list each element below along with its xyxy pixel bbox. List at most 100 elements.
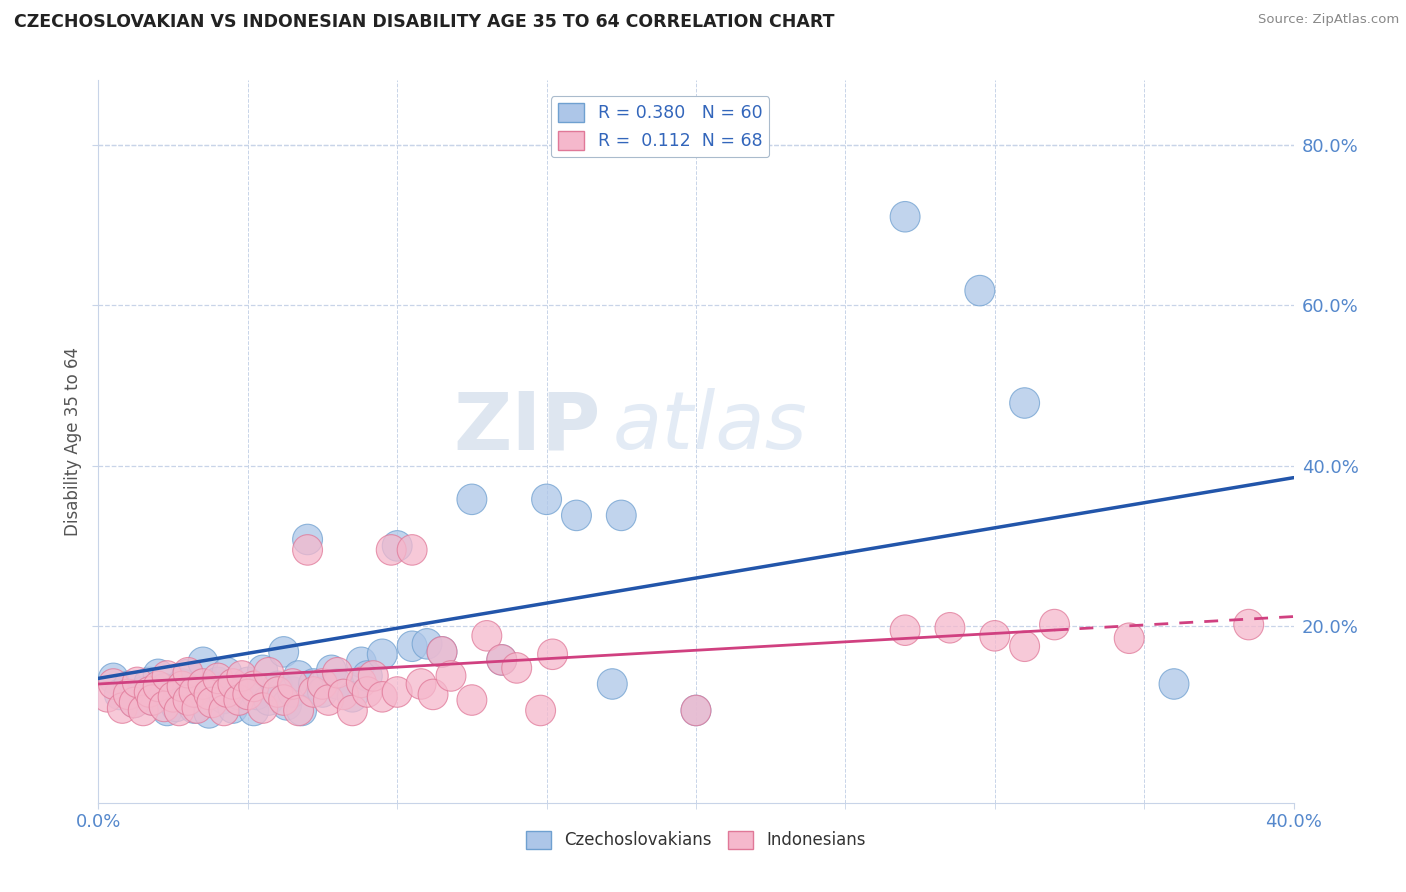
Ellipse shape [1159, 669, 1189, 699]
Ellipse shape [284, 695, 314, 726]
Ellipse shape [212, 677, 242, 707]
Ellipse shape [314, 685, 343, 715]
Ellipse shape [278, 677, 308, 707]
Ellipse shape [135, 677, 165, 707]
Ellipse shape [167, 671, 197, 702]
Ellipse shape [292, 534, 322, 566]
Ellipse shape [412, 629, 441, 659]
Ellipse shape [1039, 609, 1070, 640]
Ellipse shape [197, 687, 226, 718]
Ellipse shape [353, 677, 382, 707]
Ellipse shape [162, 691, 191, 722]
Ellipse shape [398, 631, 427, 662]
Y-axis label: Disability Age 35 to 64: Disability Age 35 to 64 [63, 347, 82, 536]
Ellipse shape [152, 661, 183, 691]
Ellipse shape [284, 661, 314, 691]
Ellipse shape [179, 693, 209, 723]
Ellipse shape [329, 679, 359, 710]
Ellipse shape [233, 679, 263, 710]
Ellipse shape [980, 621, 1010, 651]
Ellipse shape [398, 534, 427, 566]
Ellipse shape [1010, 388, 1039, 418]
Ellipse shape [287, 695, 316, 726]
Ellipse shape [472, 621, 502, 651]
Ellipse shape [486, 645, 517, 675]
Ellipse shape [165, 695, 194, 726]
Ellipse shape [188, 669, 218, 699]
Ellipse shape [502, 653, 531, 683]
Ellipse shape [292, 524, 322, 555]
Ellipse shape [159, 679, 188, 710]
Ellipse shape [183, 677, 212, 707]
Ellipse shape [308, 677, 337, 707]
Ellipse shape [98, 669, 128, 699]
Ellipse shape [298, 677, 329, 707]
Ellipse shape [197, 671, 226, 702]
Ellipse shape [209, 683, 239, 714]
Ellipse shape [298, 669, 329, 699]
Ellipse shape [218, 669, 247, 699]
Ellipse shape [269, 685, 298, 715]
Ellipse shape [104, 679, 135, 710]
Ellipse shape [128, 677, 159, 707]
Ellipse shape [436, 661, 465, 691]
Ellipse shape [188, 647, 218, 678]
Ellipse shape [247, 655, 278, 686]
Ellipse shape [346, 667, 377, 698]
Ellipse shape [418, 679, 449, 710]
Ellipse shape [561, 500, 592, 531]
Ellipse shape [143, 671, 173, 702]
Ellipse shape [159, 681, 188, 712]
Ellipse shape [316, 655, 346, 686]
Ellipse shape [224, 679, 254, 710]
Ellipse shape [382, 677, 412, 707]
Ellipse shape [128, 695, 159, 726]
Ellipse shape [226, 661, 257, 691]
Ellipse shape [254, 685, 284, 715]
Ellipse shape [212, 657, 242, 688]
Text: CZECHOSLOVAKIAN VS INDONESIAN DISABILITY AGE 35 TO 64 CORRELATION CHART: CZECHOSLOVAKIAN VS INDONESIAN DISABILITY… [14, 13, 835, 31]
Ellipse shape [173, 685, 202, 715]
Ellipse shape [457, 484, 486, 515]
Ellipse shape [263, 671, 292, 702]
Ellipse shape [224, 685, 254, 715]
Ellipse shape [427, 637, 457, 667]
Ellipse shape [202, 667, 233, 698]
Ellipse shape [271, 690, 302, 720]
Ellipse shape [120, 687, 149, 718]
Ellipse shape [152, 695, 183, 726]
Ellipse shape [122, 667, 152, 698]
Ellipse shape [254, 657, 284, 688]
Ellipse shape [890, 615, 920, 646]
Ellipse shape [598, 669, 627, 699]
Ellipse shape [681, 695, 711, 726]
Ellipse shape [173, 657, 202, 688]
Ellipse shape [681, 695, 711, 726]
Ellipse shape [183, 693, 212, 723]
Ellipse shape [233, 667, 263, 698]
Text: Source: ZipAtlas.com: Source: ZipAtlas.com [1258, 13, 1399, 27]
Ellipse shape [173, 659, 202, 690]
Legend: Czechoslovakians, Indonesians: Czechoslovakians, Indonesians [519, 824, 873, 856]
Ellipse shape [138, 685, 167, 715]
Ellipse shape [537, 639, 568, 670]
Ellipse shape [353, 661, 382, 691]
Ellipse shape [209, 695, 239, 726]
Ellipse shape [218, 693, 247, 723]
Ellipse shape [173, 685, 202, 715]
Text: atlas: atlas [613, 388, 807, 467]
Ellipse shape [606, 500, 637, 531]
Ellipse shape [531, 484, 561, 515]
Ellipse shape [202, 663, 233, 694]
Ellipse shape [194, 698, 224, 728]
Ellipse shape [965, 276, 995, 306]
Ellipse shape [269, 637, 298, 667]
Ellipse shape [1234, 609, 1264, 640]
Ellipse shape [1010, 631, 1039, 662]
Ellipse shape [107, 693, 138, 723]
Ellipse shape [1115, 623, 1144, 654]
Text: ZIP: ZIP [453, 388, 600, 467]
Ellipse shape [457, 685, 486, 715]
Ellipse shape [406, 669, 436, 699]
Ellipse shape [890, 202, 920, 232]
